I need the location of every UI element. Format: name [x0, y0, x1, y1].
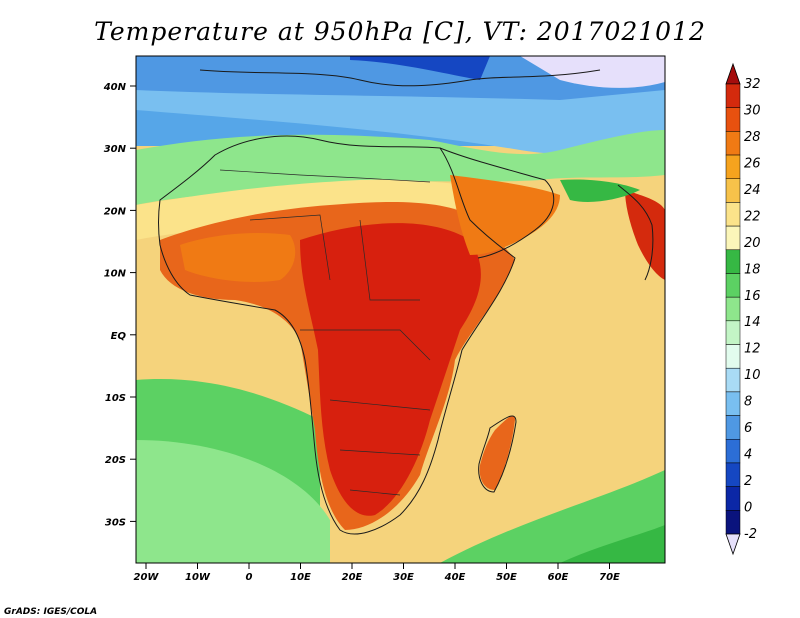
colorbar-label: 30 [744, 103, 761, 118]
colorbar-segment [725, 225, 741, 251]
madagascar-coastline [478, 415, 517, 493]
lon-tick-label: 70E [599, 572, 620, 583]
colorbar-top-arrow [725, 62, 741, 85]
colorbar-segment [725, 107, 741, 132]
colorbar-label: 12 [744, 342, 761, 357]
lon-tick-label: 10E [290, 572, 311, 583]
south-atlantic-cooler [136, 440, 330, 563]
colorbar-label: 26 [744, 156, 761, 171]
country-borders [219, 169, 431, 496]
colorbar-label: 22 [744, 209, 761, 224]
persia-cool [560, 179, 640, 202]
colorbar-segment [725, 391, 741, 416]
colorbar-label: 0 [744, 501, 752, 516]
colorbar-segment [725, 439, 741, 464]
india-hot [625, 190, 665, 280]
india-coastline [617, 184, 654, 281]
colorbar-label: 10 [744, 368, 761, 383]
colorbar-label: 32 [744, 77, 761, 92]
lat-tick-label: 20S [105, 455, 126, 466]
colorbar-segment [725, 154, 741, 179]
africa-hot [300, 223, 481, 516]
colorbar-segment [725, 462, 741, 487]
lon-tick-label: 60E [548, 572, 569, 583]
colorbar-segment [725, 131, 741, 156]
colorbar-segment [725, 344, 741, 369]
colorbar-label: 20 [744, 236, 761, 251]
credit-label: GrADS: IGES/COLA [4, 607, 97, 617]
north-colder-band [136, 56, 665, 100]
colorbar-label: -2 [744, 527, 757, 542]
colorbar-segment [725, 249, 741, 274]
colorbar-label: 16 [744, 289, 761, 304]
colorbar-segment [725, 178, 741, 203]
lat-tick-label: 20N [104, 206, 127, 217]
lon-tick-label: 50E [496, 572, 517, 583]
colorbar-segment [725, 510, 741, 535]
lon-tick-label: 40E [444, 572, 466, 583]
lat-tick-label: 10S [105, 393, 126, 404]
europe-coastline [199, 69, 601, 87]
temperature-map [136, 56, 665, 563]
colorbar-segment [725, 367, 741, 393]
lat-tick-label: 30S [105, 517, 126, 528]
arabia-coastline [439, 147, 555, 259]
colorbar-label: 18 [744, 262, 761, 277]
lon-tick-label: 0 [246, 572, 253, 583]
colorbar-label: 24 [744, 183, 761, 198]
lat-tick-label: EQ [111, 331, 127, 342]
map-title: Temperature at 950hPa [C], VT: 201702101… [94, 17, 706, 46]
colorbar-segment [725, 296, 741, 322]
south-indian-cool [440, 470, 665, 563]
north-ice [520, 56, 665, 88]
colorbar-bottom-arrow [725, 533, 741, 556]
lon-tick-label: 20E [342, 572, 363, 583]
colorbar-label: 2 [744, 474, 752, 489]
colorbar-segment [725, 273, 741, 298]
lon-tick-label: 30E [393, 572, 414, 583]
south-indian-cooler [560, 525, 665, 563]
colorbar-segment [725, 415, 741, 440]
west-africa-warm [180, 233, 296, 282]
map-frame [135, 55, 666, 564]
latitude-axis: 40N 30N 20N 10N EQ 10S 20S 30S [103, 82, 136, 528]
lat-tick-label: 30N [104, 144, 127, 155]
lat-tick-label: 40N [103, 82, 127, 93]
colorbar-label: 6 [744, 421, 752, 436]
colorbar-segment [725, 83, 741, 108]
lon-tick-label: 10W [185, 572, 211, 583]
colorbar-label: 28 [744, 130, 761, 145]
colorbar-label: 14 [744, 315, 761, 330]
africa-coastline [158, 135, 516, 535]
lat-tick-label: 10N [104, 269, 127, 280]
colorbar-segment [725, 320, 741, 345]
lon-tick-label: 20W [134, 572, 160, 583]
longitude-axis: 20W 10W 0 10E 20E 30E 40E 50E 60E 70E [134, 563, 620, 583]
sahara-cool-band [136, 130, 665, 205]
madagascar [479, 415, 515, 490]
colorbar-segment [725, 486, 741, 511]
colorbar-label: 4 [744, 448, 752, 463]
colorbar-label: 8 [744, 395, 752, 410]
arabia-warm [450, 175, 560, 255]
colorbar-segment [725, 202, 741, 227]
black-sea-cold [350, 56, 490, 80]
